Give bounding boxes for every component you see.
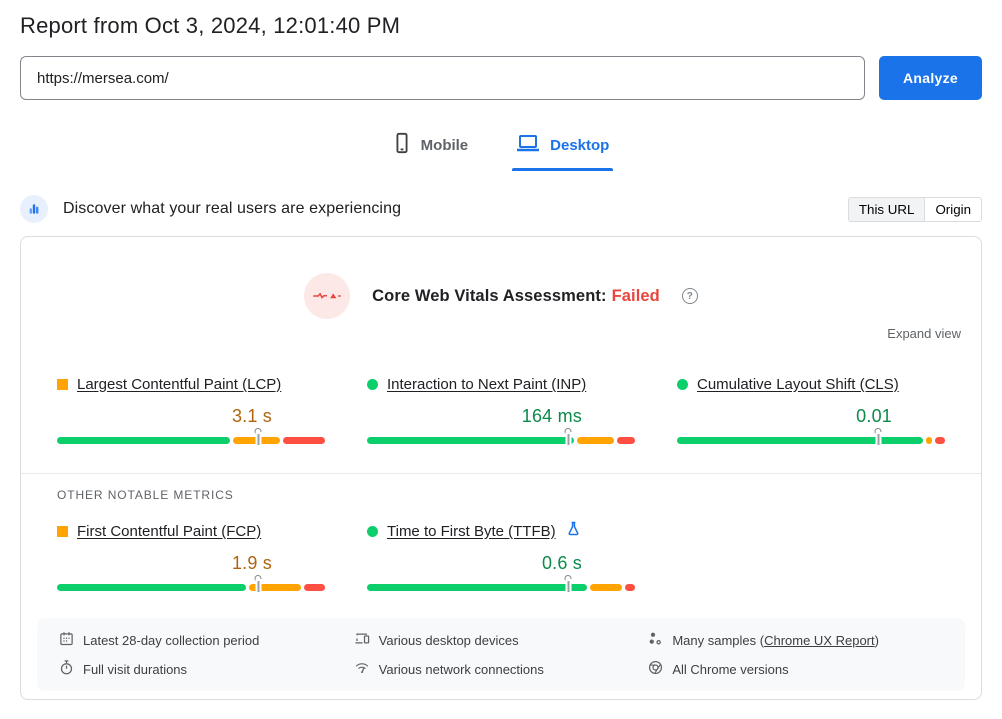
assessment-text: Core Web Vitals Assessment: Failed bbox=[372, 287, 660, 306]
cls-status-marker bbox=[677, 378, 688, 390]
desktop-laptop-icon bbox=[516, 133, 540, 157]
pulse-icon bbox=[304, 273, 351, 319]
inp-value: 164 ms bbox=[521, 406, 582, 426]
expand-view-row: Expand view bbox=[21, 325, 981, 343]
lcp-distribution-bar bbox=[57, 428, 325, 445]
analyze-button[interactable]: Analyze bbox=[879, 56, 982, 100]
collection-info-footer: Latest 28-day collection period Full vis… bbox=[37, 618, 965, 691]
lcp-status-marker bbox=[57, 378, 68, 390]
metric-ttfb: Time to First Byte (TTFB) 0.6 s bbox=[367, 521, 635, 592]
collection-period-item: Latest 28-day collection period bbox=[59, 631, 354, 649]
ttfb-distribution-bar bbox=[367, 575, 635, 592]
p75-marker bbox=[564, 575, 572, 592]
url-input[interactable] bbox=[20, 56, 865, 100]
network-icon bbox=[354, 661, 370, 678]
p75-marker bbox=[564, 428, 572, 445]
core-web-vitals-card: Core Web Vitals Assessment: Failed ? Expa… bbox=[20, 236, 982, 700]
inp-status-marker bbox=[367, 378, 378, 390]
tab-desktop-label: Desktop bbox=[550, 136, 610, 154]
collection-period-label: Latest 28-day collection period bbox=[83, 632, 260, 648]
network-label: Various network connections bbox=[378, 661, 544, 677]
devices-item: Various desktop devices bbox=[354, 631, 649, 649]
stopwatch-icon bbox=[59, 660, 74, 678]
ttfb-value: 0.6 s bbox=[541, 553, 582, 573]
scope-origin-button[interactable]: Origin bbox=[925, 196, 982, 222]
cls-value: 0.01 bbox=[856, 406, 892, 426]
assessment-prefix: Core Web Vitals Assessment: bbox=[372, 286, 607, 305]
fcp-distribution-bar bbox=[57, 575, 325, 592]
devices-icon bbox=[354, 631, 370, 649]
samples-prefix: Many samples ( bbox=[672, 632, 765, 648]
expand-view-button[interactable]: Expand view bbox=[887, 326, 961, 341]
visit-durations-item: Full visit durations bbox=[59, 660, 354, 678]
p75-marker bbox=[874, 428, 882, 445]
assessment-header: Core Web Vitals Assessment: Failed ? bbox=[21, 273, 981, 319]
assessment-result: Failed bbox=[611, 286, 660, 305]
metric-lcp: Largest Contentful Paint (LCP) 3.1 s bbox=[57, 374, 325, 445]
tab-mobile[interactable]: Mobile bbox=[391, 128, 471, 171]
inp-distribution-bar bbox=[367, 428, 635, 445]
metric-cls: Cumulative Layout Shift (CLS) 0.01 bbox=[677, 374, 945, 445]
chrome-ux-report-link[interactable]: Chrome UX Report bbox=[764, 632, 875, 648]
fcp-link[interactable]: First Contentful Paint (FCP) bbox=[77, 522, 262, 540]
mobile-phone-icon bbox=[393, 132, 411, 158]
fcp-value: 1.9 s bbox=[231, 553, 272, 573]
tab-desktop[interactable]: Desktop bbox=[512, 128, 614, 171]
metric-fcp: First Contentful Paint (FCP) 1.9 s bbox=[57, 521, 325, 592]
other-metrics-row: First Contentful Paint (FCP) 1.9 s Time … bbox=[21, 521, 981, 592]
chrome-versions-label: All Chrome versions bbox=[672, 661, 789, 677]
lcp-value: 3.1 s bbox=[231, 406, 272, 426]
ttfb-status-marker bbox=[367, 525, 378, 537]
visit-durations-label: Full visit durations bbox=[83, 661, 188, 677]
section-divider bbox=[21, 473, 981, 474]
lcp-link[interactable]: Largest Contentful Paint (LCP) bbox=[77, 375, 282, 393]
samples-item: Many samples (Chrome UX Report) bbox=[648, 631, 943, 649]
chrome-icon bbox=[648, 660, 663, 678]
calendar-icon bbox=[59, 631, 74, 649]
p75-marker bbox=[254, 428, 262, 445]
url-bar: Analyze bbox=[20, 56, 982, 100]
experimental-flask-icon[interactable] bbox=[567, 521, 580, 541]
cls-link[interactable]: Cumulative Layout Shift (CLS) bbox=[697, 375, 899, 393]
chrome-versions-item: All Chrome versions bbox=[648, 660, 943, 678]
inp-link[interactable]: Interaction to Next Paint (INP) bbox=[387, 375, 587, 393]
metric-inp: Interaction to Next Paint (INP) 164 ms bbox=[367, 374, 635, 445]
field-data-heading: Discover what your real users are experi… bbox=[63, 200, 402, 217]
core-metrics-row: Largest Contentful Paint (LCP) 3.1 s Int… bbox=[21, 374, 981, 445]
samples-suffix: ) bbox=[874, 632, 879, 648]
scope-toggle: This URL Origin bbox=[847, 196, 982, 222]
fcp-status-marker bbox=[57, 525, 68, 537]
samples-icon bbox=[648, 631, 663, 649]
tab-mobile-label: Mobile bbox=[420, 136, 469, 154]
help-icon[interactable]: ? bbox=[681, 288, 698, 304]
p75-marker bbox=[254, 575, 262, 592]
network-item: Various network connections bbox=[354, 661, 649, 678]
pagespeed-report-page: Report from Oct 3, 2024, 12:01:40 PM Ana… bbox=[0, 13, 1002, 719]
samples-label: Many samples (Chrome UX Report) bbox=[672, 633, 879, 648]
cls-distribution-bar bbox=[677, 428, 945, 445]
other-metrics-heading: OTHER NOTABLE METRICS bbox=[57, 488, 234, 502]
device-tabs: Mobile Desktop bbox=[20, 128, 982, 171]
ttfb-link[interactable]: Time to First Byte (TTFB) bbox=[387, 522, 556, 540]
field-data-header: Discover what your real users are experi… bbox=[20, 195, 982, 223]
devices-label: Various desktop devices bbox=[378, 632, 519, 648]
real-users-icon bbox=[20, 195, 48, 223]
report-title: Report from Oct 3, 2024, 12:01:40 PM bbox=[20, 13, 401, 38]
scope-this-url-button[interactable]: This URL bbox=[847, 196, 926, 222]
